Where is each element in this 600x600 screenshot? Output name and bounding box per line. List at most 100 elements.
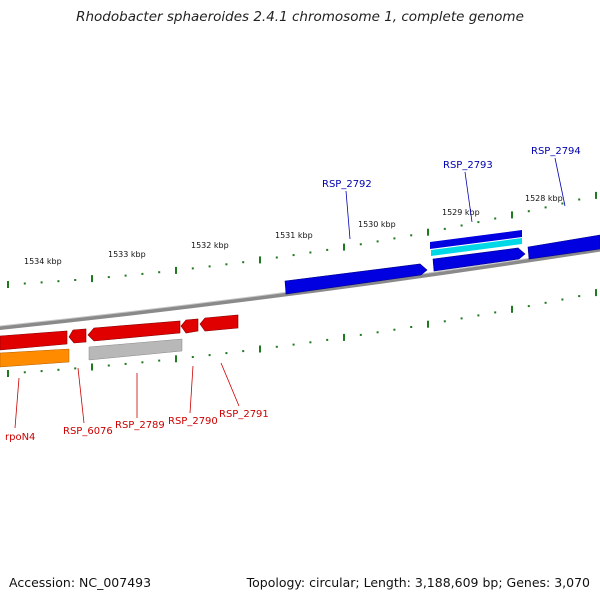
inner-ring-major-tick	[7, 370, 9, 377]
inner-ring-minor-tick	[309, 341, 312, 344]
feature-RSP_2789-gray	[88, 338, 183, 361]
inner-ring-minor-tick	[376, 331, 379, 334]
inner-ring-minor-tick	[57, 368, 60, 371]
outer-ring-minor-tick	[124, 274, 127, 277]
outer-ring-minor-tick	[410, 234, 413, 237]
feature-RSP_2793-cyan	[431, 238, 522, 256]
feature-RSP_2793-blue	[430, 230, 522, 249]
label-RSP_2794[interactable]: RSP_2794	[531, 146, 581, 157]
outer-ring-minor-tick	[40, 281, 43, 284]
gene-RSP_6076[interactable]	[68, 328, 87, 344]
feature-rpoN4-orange	[0, 348, 70, 368]
leader-RSP_6076	[77, 367, 85, 424]
label-RSP_2791[interactable]: RSP_2791	[219, 409, 269, 420]
gene-RSP_2790[interactable]	[180, 318, 199, 334]
outer-ring-minor-tick	[376, 240, 379, 243]
outer-ring-major-tick	[91, 275, 93, 283]
outer-ring-minor-tick	[527, 210, 530, 213]
inner-ring-major-tick	[595, 289, 597, 297]
outer-ring-minor-tick	[225, 263, 228, 266]
inner-ring-minor-tick	[443, 320, 446, 323]
inner-ring-minor-tick	[225, 352, 228, 355]
outer-ring-major-tick	[427, 228, 429, 236]
inner-ring-minor-tick	[242, 350, 245, 353]
inner-ring-minor-tick	[527, 305, 530, 308]
leader-RSP_2793	[464, 171, 473, 223]
inner-ring-minor-tick	[124, 362, 127, 365]
inner-ring-major-tick	[175, 355, 177, 363]
outer-tick-row	[7, 191, 597, 288]
inner-ring-minor-tick	[158, 359, 161, 362]
outer-ring-minor-tick	[74, 279, 77, 281]
gene-RSP_2789[interactable]	[87, 320, 181, 342]
leader-rpoN4	[14, 377, 20, 429]
inner-ring-minor-tick	[40, 370, 43, 373]
inner-ring-minor-tick	[359, 333, 362, 336]
scale-label-1534: 1534 kbp	[24, 257, 62, 266]
inner-ring-minor-tick	[460, 317, 463, 320]
label-RSP_6076[interactable]: RSP_6076	[63, 426, 113, 437]
outer-ring-minor-tick	[141, 272, 144, 275]
inner-ring-minor-tick	[292, 343, 295, 346]
outer-ring-minor-tick	[578, 198, 581, 201]
inner-ring-minor-tick	[74, 367, 77, 370]
outer-ring-minor-tick	[191, 267, 194, 270]
inner-ring-minor-tick	[410, 326, 413, 328]
gene-rpoN4[interactable]	[0, 330, 68, 351]
label-rpoN4[interactable]: rpoN4	[5, 432, 35, 443]
outer-ring-major-tick	[259, 256, 261, 264]
inner-ring-major-tick	[91, 363, 93, 371]
outer-ring-minor-tick	[292, 254, 295, 257]
scale-label-1533: 1533 kbp	[108, 250, 146, 259]
inner-ring-minor-tick	[544, 301, 547, 304]
outer-ring-minor-tick	[275, 256, 278, 259]
inner-ring-minor-tick	[208, 354, 211, 357]
gene-RSP_2793[interactable]	[432, 247, 526, 272]
outer-ring-major-tick	[175, 266, 177, 274]
inner-ring-minor-tick	[107, 364, 110, 367]
inner-ring-minor-tick	[494, 311, 497, 314]
gene-RSP_2794[interactable]	[527, 234, 600, 260]
inner-ring-major-tick	[343, 333, 345, 341]
inner-ring-major-tick	[511, 305, 513, 313]
label-RSP_2792[interactable]: RSP_2792	[322, 179, 372, 190]
outer-ring-major-tick	[595, 191, 597, 199]
inner-ring-minor-tick	[191, 356, 194, 358]
outer-ring-minor-tick	[208, 265, 211, 268]
outer-ring-minor-tick	[477, 221, 480, 224]
genome-summary-text: Topology: circular; Length: 3,188,609 bp…	[246, 575, 590, 590]
inner-ring-minor-tick	[393, 328, 396, 331]
scale-label-1531: 1531 kbp	[275, 231, 313, 240]
outer-ring-minor-tick	[393, 237, 396, 240]
genome-backbone	[0, 247, 600, 330]
outer-ring-minor-tick	[544, 206, 547, 209]
outer-ring-minor-tick	[443, 227, 446, 230]
leader-RSP_2792	[345, 190, 351, 240]
label-RSP_2793[interactable]: RSP_2793	[443, 160, 493, 171]
scale-label-1530: 1530 kbp	[358, 220, 396, 229]
inner-ring-minor-tick	[561, 298, 564, 301]
map-title: Rhodobacter sphaeroides 2.4.1 chromosome…	[76, 9, 524, 25]
outer-ring-minor-tick	[23, 282, 26, 285]
outer-ring-minor-tick	[57, 280, 60, 283]
inner-ring-minor-tick	[23, 371, 26, 374]
scale-label-1532: 1532 kbp	[191, 241, 229, 250]
gene-RSP_2792[interactable]	[284, 263, 428, 295]
outer-ring-minor-tick	[242, 261, 245, 264]
inner-ring-minor-tick	[578, 295, 581, 298]
inner-ring-minor-tick	[326, 338, 329, 341]
outer-ring-minor-tick	[561, 202, 564, 205]
outer-ring-minor-tick	[359, 243, 362, 246]
outer-ring-major-tick	[511, 211, 513, 219]
inner-ring-minor-tick	[275, 345, 278, 348]
outer-ring-minor-tick	[494, 217, 497, 220]
inner-ring-major-tick	[427, 320, 429, 328]
leader-RSP_2794	[554, 157, 566, 207]
leader-RSP_2790	[189, 365, 194, 414]
inner-tick-row	[7, 289, 597, 377]
gene-RSP_2791[interactable]	[199, 314, 239, 332]
outer-ring-major-tick	[343, 243, 345, 251]
label-RSP_2790[interactable]: RSP_2790	[168, 416, 218, 427]
label-RSP_2789[interactable]: RSP_2789	[115, 420, 165, 431]
